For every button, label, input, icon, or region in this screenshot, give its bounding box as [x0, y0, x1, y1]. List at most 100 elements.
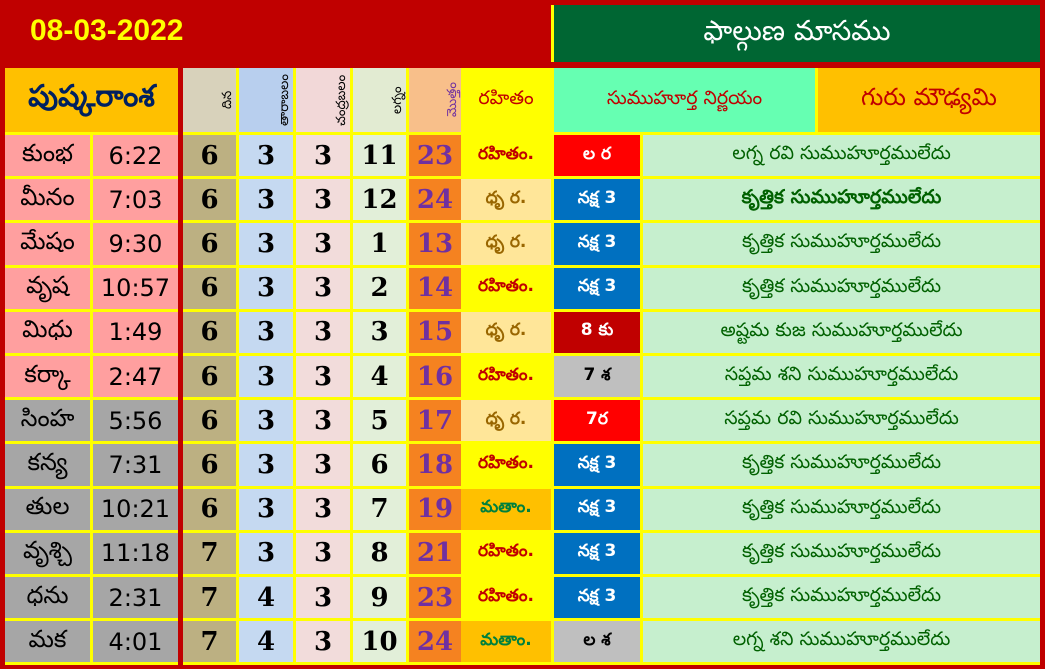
header-rahitam: రహితం: [461, 68, 551, 132]
rahitam-cell: ధృ ర.: [461, 179, 551, 221]
code-cell: నక్ష 3: [554, 532, 640, 574]
description-cell: అష్టమ కుజ సుముహూర్తములేదు: [643, 311, 1040, 353]
rasi-cell: ధను: [5, 577, 90, 619]
description-cell: కృత్తిక సుముహూర్తములేదు: [643, 267, 1040, 309]
col3-cell: 3: [296, 311, 350, 353]
date-label: 08-03-2022: [30, 14, 184, 47]
col2-cell: 3: [239, 135, 293, 177]
col1-cell: 6: [183, 267, 236, 309]
rasi-cell: మీనం: [5, 179, 90, 221]
header-guru-moudhyami: గురు మౌఢ్యమి: [818, 68, 1040, 132]
code-cell: నక్ష 3: [554, 488, 640, 530]
col1-cell: 7: [183, 532, 236, 574]
total-cell: 24: [409, 621, 461, 663]
col2-cell: 3: [239, 267, 293, 309]
rasi-cell: వృశ్చి: [5, 532, 90, 574]
code-cell: నక్ష 3: [554, 267, 640, 309]
col1-cell: 6: [183, 400, 236, 442]
time-cell: 10:57: [93, 267, 178, 309]
header-col3: చంద్రబలం: [296, 68, 350, 132]
description-cell: కృత్తిక సుముహూర్తములేదు: [643, 444, 1040, 486]
col2-cell: 3: [239, 179, 293, 221]
col3-cell: 3: [296, 488, 350, 530]
time-cell: 2:31: [93, 577, 178, 619]
time-cell: 2:47: [93, 356, 178, 398]
time-cell: 5:56: [93, 400, 178, 442]
total-cell: 15: [409, 311, 461, 353]
col2-cell: 3: [239, 400, 293, 442]
rasi-cell: వృష: [5, 267, 90, 309]
col1-cell: 7: [183, 621, 236, 663]
header-nirnayam: సుముహూర్త నిర్ణయం: [554, 68, 815, 132]
time-cell: 9:30: [93, 223, 178, 265]
code-cell: నక్ష 3: [554, 179, 640, 221]
total-cell: 16: [409, 356, 461, 398]
rahitam-cell: ధృ ర.: [461, 400, 551, 442]
time-cell: 10:21: [93, 488, 178, 530]
description-cell: కృత్తిక సుముహూర్తములేదు: [643, 577, 1040, 619]
code-cell: నక్ష 3: [554, 444, 640, 486]
col4-cell: 1: [353, 223, 406, 265]
col4-cell: 2: [353, 267, 406, 309]
col3-cell: 3: [296, 179, 350, 221]
col2-cell: 3: [239, 532, 293, 574]
total-cell: 17: [409, 400, 461, 442]
col3-cell: 3: [296, 577, 350, 619]
col4-cell: 10: [353, 621, 406, 663]
col3-cell: 3: [296, 400, 350, 442]
description-cell: లగ్న శని సుముహూర్తములేదు: [643, 621, 1040, 663]
description-cell: సప్తమ శని సుముహూర్తములేదు: [643, 356, 1040, 398]
divider: [178, 68, 183, 665]
time-cell: 6:22: [93, 135, 178, 177]
col2-cell: 4: [239, 577, 293, 619]
col4-cell: 3: [353, 311, 406, 353]
col4-cell: 6: [353, 444, 406, 486]
col2-cell: 3: [239, 311, 293, 353]
col2-cell: 3: [239, 488, 293, 530]
rahitam-cell: ధృ ర.: [461, 311, 551, 353]
code-cell: ల ర: [554, 135, 640, 177]
col1-cell: 6: [183, 356, 236, 398]
rahitam-cell: రహితం.: [461, 577, 551, 619]
col4-cell: 4: [353, 356, 406, 398]
total-cell: 13: [409, 223, 461, 265]
code-cell: 7ర: [554, 400, 640, 442]
month-title: ఫాల్గుణ మాసము: [551, 5, 1040, 62]
code-cell: 8 కు: [554, 311, 640, 353]
col4-cell: 11: [353, 135, 406, 177]
total-cell: 24: [409, 179, 461, 221]
time-cell: 11:18: [93, 532, 178, 574]
rahitam-cell: రహితం.: [461, 267, 551, 309]
col2-cell: 3: [239, 444, 293, 486]
header-col2: తారాబలం: [239, 68, 293, 132]
col4-cell: 12: [353, 179, 406, 221]
code-cell: నక్ష 3: [554, 577, 640, 619]
time-cell: 4:01: [93, 621, 178, 663]
col1-cell: 6: [183, 311, 236, 353]
description-cell: కృత్తిక సుముహూర్తములేదు: [643, 532, 1040, 574]
header-pushkaramsha: పుష్కరాంశ: [5, 68, 178, 132]
col2-cell: 4: [239, 621, 293, 663]
col3-cell: 3: [296, 223, 350, 265]
description-cell: సప్తమ రవి సుముహూర్తములేదు: [643, 400, 1040, 442]
col3-cell: 3: [296, 621, 350, 663]
rahitam-cell: రహితం.: [461, 532, 551, 574]
total-cell: 18: [409, 444, 461, 486]
col3-cell: 3: [296, 532, 350, 574]
col1-cell: 6: [183, 179, 236, 221]
rahitam-cell: మతాం.: [461, 488, 551, 530]
description-cell: కృత్తిక సుముహూర్తములేదు: [643, 488, 1040, 530]
rahitam-cell: ధృ ర.: [461, 223, 551, 265]
time-cell: 7:03: [93, 179, 178, 221]
total-cell: 14: [409, 267, 461, 309]
muhurtham-table: పుష్కరాంశ దిన తారాబలం చంద్రబలం లగ్నం మొత…: [5, 68, 1040, 665]
rasi-cell: మిధు: [5, 311, 90, 353]
rasi-cell: తుల: [5, 488, 90, 530]
description-cell: లగ్న రవి సుముహూర్తములేదు: [643, 135, 1040, 177]
col3-cell: 3: [296, 135, 350, 177]
total-cell: 21: [409, 532, 461, 574]
col1-cell: 6: [183, 135, 236, 177]
rasi-cell: మక: [5, 621, 90, 663]
total-cell: 23: [409, 577, 461, 619]
header-col4: లగ్నం: [353, 68, 406, 132]
